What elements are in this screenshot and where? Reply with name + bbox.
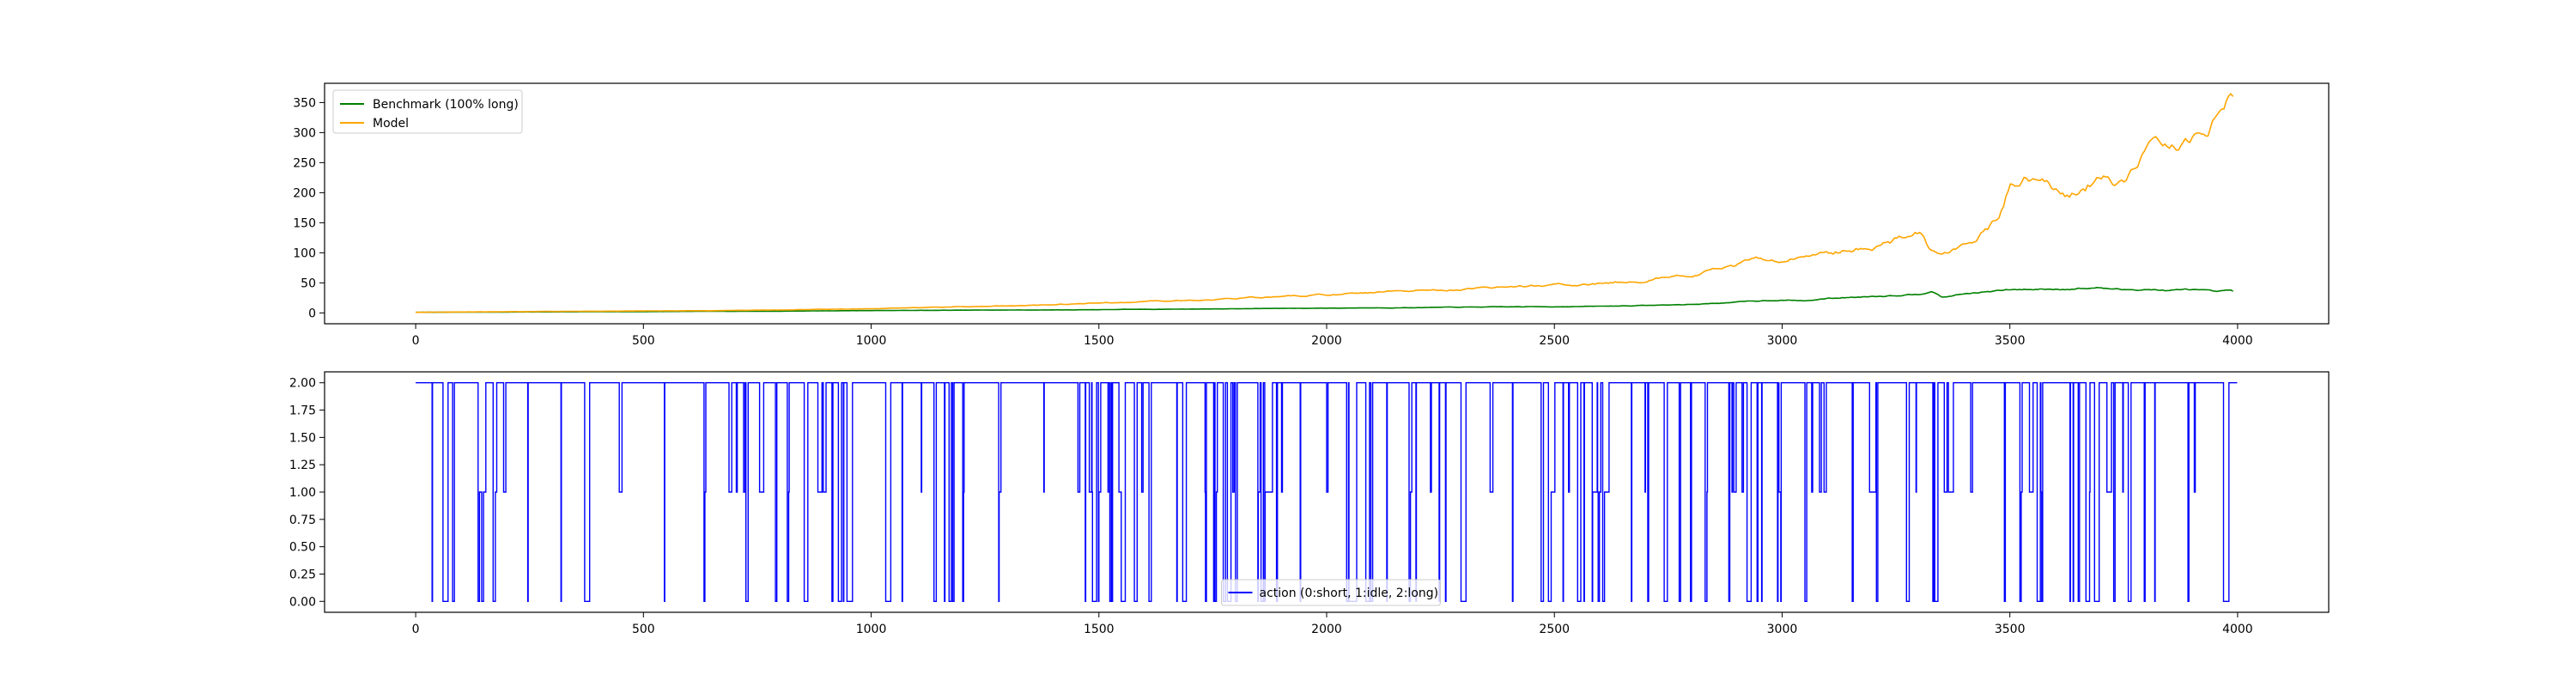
equity-series-group: [416, 93, 2234, 313]
x-tick-label: 1000: [856, 334, 887, 348]
y-tick-label: 1.00: [289, 486, 316, 500]
legend-label-action: action (0:short, 1:idle, 2:long): [1260, 587, 1439, 600]
equity-curve-plot: 0 500 1000 1500 2000 2500 3000 3500 4000 0 50 100 1…: [293, 82, 2330, 348]
x-tick-label: 500: [632, 334, 655, 348]
y-tick-label: 0.50: [289, 541, 316, 555]
equity-legend: Benchmark (100% long) Model: [332, 89, 523, 134]
equity-y-axis: 0 50 100 150 200 250 300 350: [293, 96, 325, 320]
y-tick-label: 0.75: [289, 514, 316, 527]
y-tick-label: 50: [301, 277, 316, 290]
y-tick-label: 100: [293, 246, 316, 260]
x-tick-label: 2500: [1539, 623, 1570, 636]
action-line: [416, 382, 2238, 602]
action-series-group: [416, 382, 2238, 602]
action-legend-box: [1221, 579, 1441, 606]
model-line: [416, 93, 2234, 313]
x-tick-label: 1000: [856, 623, 887, 636]
y-tick-label: 350: [293, 96, 316, 110]
x-tick-label: 500: [632, 623, 655, 636]
x-tick-label: 0: [412, 623, 420, 636]
action-legend: action (0:short, 1:idle, 2:long): [1221, 579, 1441, 606]
y-tick-label: 0: [308, 307, 316, 320]
equity-legend-box: [332, 89, 523, 134]
legend-label-model: Model: [373, 117, 409, 131]
x-tick-label: 2000: [1311, 623, 1342, 636]
x-tick-label: 1500: [1084, 623, 1115, 636]
x-tick-label: 4000: [2222, 623, 2253, 636]
x-tick-label: 2000: [1311, 334, 1342, 348]
x-tick-label: 3500: [1995, 334, 2026, 348]
legend-label-benchmark: Benchmark (100% long): [373, 98, 519, 112]
action-plot: 0 500 1000 1500 2000 2500 3000 3500 4000 0.00 0.2…: [289, 371, 2330, 636]
x-tick-label: 3000: [1767, 334, 1798, 348]
x-tick-label: 3500: [1995, 623, 2026, 636]
y-tick-label: 0.25: [289, 568, 316, 581]
y-tick-label: 1.75: [289, 404, 316, 418]
x-tick-label: 0: [412, 334, 420, 348]
x-tick-label: 4000: [2222, 334, 2253, 348]
y-tick-label: 1.25: [289, 459, 316, 472]
y-tick-label: 2.00: [289, 377, 316, 391]
y-tick-label: 200: [293, 186, 316, 200]
action-x-axis: 0 500 1000 1500 2000 2500 3000 3500 4000: [412, 612, 2253, 636]
action-y-axis: 0.00 0.25 0.50 0.75 1.00 1.25 1.50 1.75 2.00: [289, 377, 325, 609]
y-tick-label: 250: [293, 156, 316, 170]
x-tick-label: 2500: [1539, 334, 1570, 348]
equity-x-axis: 0 500 1000 1500 2000 2500 3000 3500 4000: [412, 324, 2253, 348]
x-tick-label: 3000: [1767, 623, 1798, 636]
y-tick-label: 300: [293, 126, 316, 140]
x-tick-label: 1500: [1084, 334, 1115, 348]
y-tick-label: 150: [293, 216, 316, 230]
y-tick-label: 0.00: [289, 595, 316, 609]
y-tick-label: 1.50: [289, 431, 316, 445]
